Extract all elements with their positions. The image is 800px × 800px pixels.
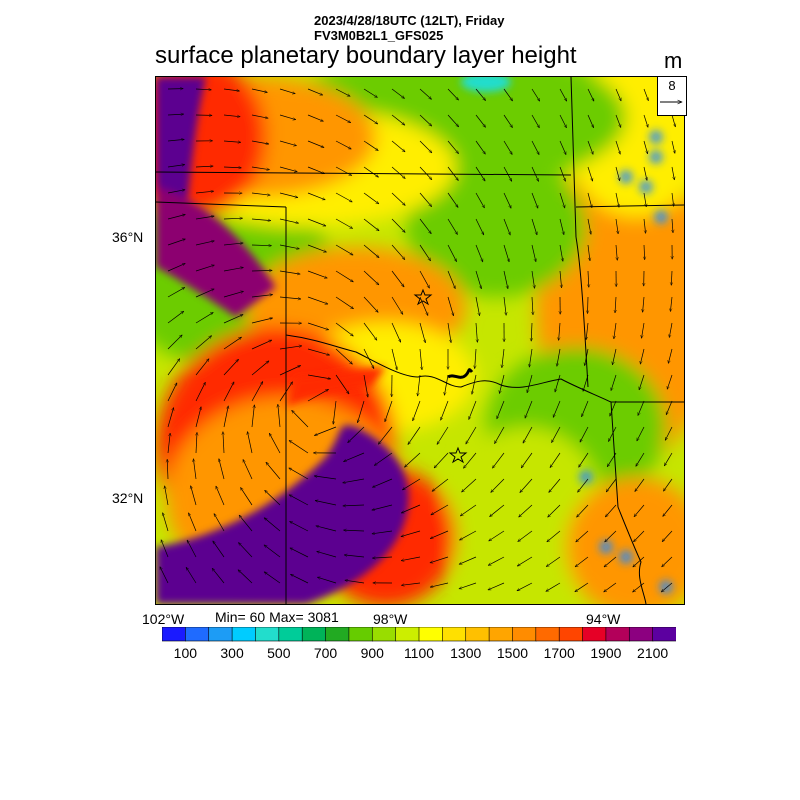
map-title: surface planetary boundary layer height — [155, 42, 577, 69]
colorbar-tick-label: 1100 — [403, 645, 435, 661]
colorbar-swatch — [512, 627, 537, 642]
header-model: FV3M0B2L1_GFS025 — [314, 28, 444, 43]
border-missouri-arkansas-h — [575, 204, 684, 208]
colorbar-swatch — [628, 627, 654, 642]
colorbar-swatch — [162, 627, 187, 642]
lon-label-98w: 98°W — [373, 611, 408, 627]
border-red-river — [285, 334, 612, 403]
header-date: 2023/4/28/18UTC (12LT), Friday — [314, 13, 505, 28]
pblh-field — [156, 77, 684, 604]
reference-arrow-icon — [660, 97, 684, 107]
border-kansas-oklahoma — [156, 171, 572, 176]
border-texas-louisiana — [610, 401, 647, 604]
colorbar-tick-label: 700 — [313, 645, 338, 661]
colorbar — [162, 627, 676, 642]
colorbar-swatch — [208, 627, 233, 642]
map-panel — [155, 76, 685, 605]
colorbar-swatch — [418, 627, 444, 642]
colorbar-swatch — [185, 627, 210, 642]
colorbar-swatch — [652, 627, 676, 642]
colorbar-swatch — [325, 627, 350, 642]
state-borders — [156, 77, 684, 604]
colorbar-tick-label: 300 — [220, 645, 244, 661]
colorbar-swatch — [442, 627, 467, 642]
colorbar-tick-label: 1700 — [543, 645, 575, 661]
colorbar-swatch — [348, 627, 374, 642]
colorbar-swatch — [605, 627, 631, 642]
lon-label-102w: 102°W — [142, 611, 185, 627]
pblh-map — [156, 77, 684, 604]
colorbar-tick-label: 2100 — [637, 645, 669, 661]
colorbar-tick-label: 100 — [173, 645, 198, 661]
colorbar-swatch — [465, 627, 490, 642]
colorbar-tick-label: 1900 — [590, 645, 622, 661]
star-marker-1 — [413, 288, 433, 306]
colorbar-tick-label: 1500 — [496, 645, 529, 661]
lake-texoma — [447, 368, 474, 379]
wind-vectors — [159, 89, 676, 592]
colorbar-swatch — [582, 627, 607, 642]
lat-label-32n: 32°N — [112, 490, 144, 506]
star-marker-2 — [448, 446, 468, 464]
colorbar-swatch — [395, 627, 420, 642]
border-ok-panhandle-north — [156, 201, 287, 208]
colorbar-swatch — [371, 627, 397, 642]
colorbar-swatch — [535, 627, 560, 642]
colorbar-swatch — [488, 627, 514, 642]
border-missouri-arkansas — [570, 77, 577, 238]
colorbar-tick-label: 900 — [360, 645, 384, 661]
min-max-stats: Min= 60 Max= 3081 — [215, 609, 339, 625]
colorbar-swatch — [231, 627, 257, 642]
colorbar-swatch — [278, 627, 303, 642]
colorbar-swatch — [255, 627, 280, 642]
colorbar-tick-label: 1300 — [450, 645, 482, 661]
reference-vector-box: 8 — [657, 76, 687, 116]
lon-label-94w: 94°W — [586, 611, 621, 627]
reference-vector-label: 8 — [668, 78, 676, 93]
unit-label: m — [664, 48, 683, 73]
colorbar-tick-label: 500 — [267, 645, 291, 661]
colorbar-swatch — [558, 627, 584, 642]
lat-label-36n: 36°N — [112, 229, 144, 245]
colorbar-swatch — [301, 627, 327, 642]
